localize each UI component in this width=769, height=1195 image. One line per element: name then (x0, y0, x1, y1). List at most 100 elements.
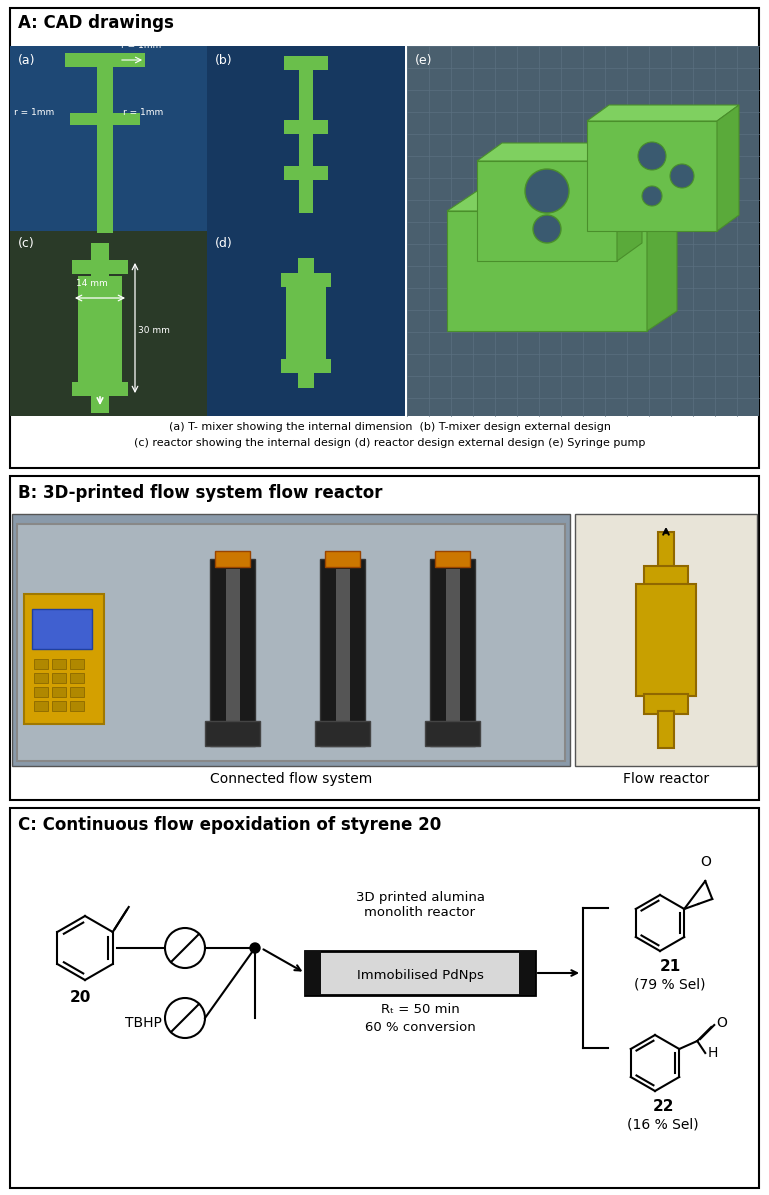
Bar (407, 45, 759, 416)
Bar (78, 276, 122, 384)
Polygon shape (447, 191, 677, 212)
Bar (52, 701, 66, 711)
Bar (575, 514, 757, 766)
Bar (320, 559, 365, 746)
Bar (70, 114, 140, 125)
Text: 3D printed alumina
monolith reactor: 3D printed alumina monolith reactor (355, 891, 484, 919)
Bar (284, 120, 328, 134)
Circle shape (250, 943, 260, 952)
Bar (658, 711, 674, 748)
Polygon shape (477, 143, 642, 161)
Bar (477, 161, 617, 261)
Bar (52, 673, 66, 684)
Bar (447, 212, 647, 331)
Text: r = 1mm: r = 1mm (14, 108, 55, 117)
Text: Connected flow system: Connected flow system (210, 772, 372, 786)
Bar (10, 45, 405, 416)
Text: H: H (707, 1046, 717, 1060)
Text: 60 % conversion: 60 % conversion (365, 1021, 475, 1034)
Bar (207, 231, 405, 416)
Text: (a): (a) (18, 54, 35, 67)
Text: Rₜ = 50 min: Rₜ = 50 min (381, 1003, 459, 1016)
Text: O: O (716, 1016, 727, 1030)
Bar (205, 721, 260, 746)
Text: (a) T- mixer showing the internal dimension  (b) T-mixer design external design: (a) T- mixer showing the internal dimens… (169, 422, 611, 433)
Bar (315, 721, 370, 746)
Bar (281, 272, 331, 287)
Bar (91, 243, 109, 413)
Text: A: CAD drawings: A: CAD drawings (18, 14, 174, 32)
Text: (b): (b) (215, 54, 233, 67)
Circle shape (533, 215, 561, 243)
Polygon shape (587, 105, 739, 121)
Bar (435, 551, 470, 566)
Bar (17, 523, 565, 761)
Text: r = 1mm: r = 1mm (123, 108, 163, 117)
Bar (644, 566, 688, 586)
Bar (70, 658, 84, 669)
Bar (284, 166, 328, 180)
Circle shape (670, 164, 694, 188)
Circle shape (165, 929, 205, 968)
Bar (446, 569, 460, 731)
Circle shape (642, 186, 662, 206)
Bar (658, 532, 674, 569)
Circle shape (525, 168, 569, 213)
Text: C: Continuous flow epoxidation of styrene 20: C: Continuous flow epoxidation of styren… (18, 816, 441, 834)
Text: (d): (d) (215, 237, 233, 250)
Text: O: O (700, 854, 711, 869)
Polygon shape (647, 191, 677, 331)
Bar (299, 63, 313, 213)
Bar (70, 701, 84, 711)
Text: 20: 20 (69, 989, 91, 1005)
Bar (644, 694, 688, 713)
Text: (c) reactor showing the internal design (d) reactor design external design (e) S: (c) reactor showing the internal design … (135, 439, 646, 448)
Text: 14 mm: 14 mm (76, 278, 108, 288)
Bar (10, 45, 207, 231)
Bar (636, 584, 696, 695)
Bar (284, 56, 328, 71)
Bar (298, 258, 314, 388)
Text: TBHP: TBHP (125, 1016, 162, 1030)
Bar (10, 476, 759, 799)
Bar (34, 701, 48, 711)
Text: r = 1mm: r = 1mm (121, 41, 161, 50)
Bar (34, 658, 48, 669)
Bar (325, 551, 360, 566)
Text: (79 % Sel): (79 % Sel) (634, 978, 706, 991)
Bar (286, 284, 326, 361)
Bar (24, 594, 104, 724)
Bar (587, 121, 717, 231)
Bar (32, 609, 92, 649)
Bar (210, 559, 255, 746)
Bar (305, 951, 535, 995)
Bar (34, 673, 48, 684)
Bar (10, 231, 207, 416)
Bar (215, 551, 250, 566)
Bar (10, 8, 759, 468)
Text: (e): (e) (415, 54, 432, 67)
Text: 30 mm: 30 mm (138, 326, 170, 335)
Text: 22: 22 (652, 1099, 674, 1114)
Bar (70, 687, 84, 697)
Bar (52, 658, 66, 669)
Bar (52, 687, 66, 697)
Circle shape (638, 142, 666, 170)
Bar (34, 687, 48, 697)
Text: (16 % Sel): (16 % Sel) (628, 1117, 699, 1130)
Bar (72, 261, 128, 274)
Polygon shape (617, 143, 642, 261)
Bar (305, 951, 321, 995)
Bar (65, 53, 145, 67)
Bar (72, 382, 128, 396)
Text: Flow reactor: Flow reactor (623, 772, 709, 786)
Bar (281, 358, 331, 373)
Bar (10, 808, 759, 1188)
Bar (425, 721, 480, 746)
Bar (226, 569, 240, 731)
Polygon shape (717, 105, 739, 231)
Bar (97, 53, 113, 233)
Circle shape (165, 998, 205, 1038)
Bar (336, 569, 350, 731)
Bar (430, 559, 475, 746)
